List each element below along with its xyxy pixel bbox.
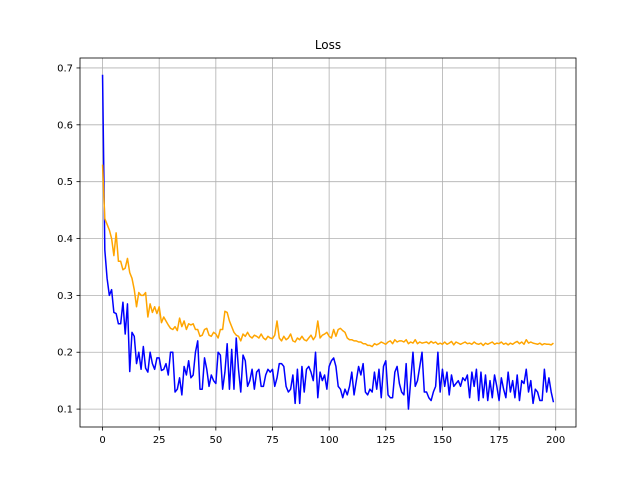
y-tick-label: 0.4 [57, 234, 73, 245]
x-tick-label: 25 [153, 435, 166, 446]
loss-line [101, 164, 554, 348]
x-tick-label: 100 [320, 435, 339, 446]
x-tick-label: 75 [266, 435, 279, 446]
grid [80, 58, 576, 427]
lines [101, 74, 555, 410]
y-tick-label: 0.1 [57, 405, 73, 416]
x-tick-label: 200 [546, 435, 565, 446]
chart-title: Loss [315, 38, 341, 52]
y-tick-label: 0.5 [57, 177, 73, 188]
x-tick-label: 175 [490, 435, 509, 446]
x-tick-label: 125 [376, 435, 395, 446]
x-tick-label: 0 [99, 435, 105, 446]
y-tick-label: 0.3 [57, 291, 73, 302]
x-tick-label: 150 [433, 435, 452, 446]
axes-frame [79, 57, 577, 428]
loss-line [101, 74, 555, 410]
y-tick-label: 0.2 [57, 348, 73, 359]
y-tick-label: 0.7 [57, 63, 73, 74]
x-tick-label: 50 [209, 435, 222, 446]
ticks: 0 25 50 75 100 125 150 175 200 0.1 0.2 0.3 0.4 0.5 0.6… [57, 63, 565, 446]
y-tick-label: 0.6 [57, 120, 73, 131]
